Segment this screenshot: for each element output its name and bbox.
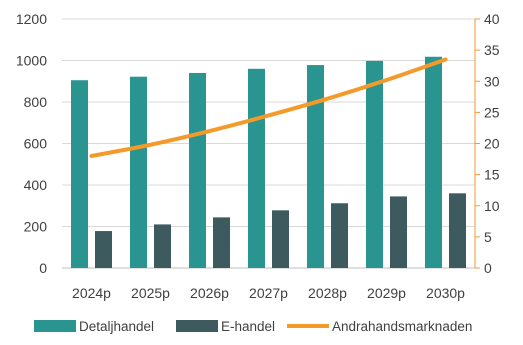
x-axis-tick-label: 2025p xyxy=(131,285,170,301)
legend-label: Detaljhandel xyxy=(79,319,154,334)
left-axis-tick-label: 600 xyxy=(24,136,48,152)
bar-detaljhandel xyxy=(71,80,88,269)
bar-e-handel xyxy=(272,210,289,268)
bar-e-handel xyxy=(449,193,466,268)
right-axis-tick-label: 30 xyxy=(484,73,500,89)
x-axis-tick-label: 2027p xyxy=(249,285,288,301)
left-axis-tick-label: 1200 xyxy=(16,11,47,27)
legend-swatch xyxy=(34,320,76,332)
left-axis-tick-label: 1000 xyxy=(16,53,47,69)
right-axis-tick-label: 20 xyxy=(484,136,500,152)
left-axis-tick-label: 0 xyxy=(39,260,47,276)
right-axis-tick-label: 15 xyxy=(484,167,500,183)
left-axis-tick-label: 400 xyxy=(24,177,48,193)
bar-detaljhandel xyxy=(366,60,383,268)
x-axis-tick-label: 2028p xyxy=(308,285,347,301)
legend-swatch xyxy=(176,320,218,332)
bar-e-handel xyxy=(154,224,171,268)
bar-e-handel xyxy=(213,217,230,268)
bar-e-handel xyxy=(390,196,407,268)
right-axis-tick-label: 0 xyxy=(484,260,492,276)
right-axis-tick-label: 40 xyxy=(484,11,500,27)
left-axis-tick-label: 200 xyxy=(24,219,48,235)
bar-e-handel xyxy=(95,231,112,268)
bar-e-handel xyxy=(331,203,348,268)
x-axis-tick-label: 2029p xyxy=(367,285,406,301)
right-axis-tick-label: 25 xyxy=(484,104,500,120)
bar-detaljhandel xyxy=(189,72,206,268)
x-axis-tick-label: 2030p xyxy=(426,285,465,301)
bar-detaljhandel xyxy=(307,65,324,268)
legend-label: E-handel xyxy=(221,319,275,334)
right-axis-tick-label: 35 xyxy=(484,42,500,58)
x-axis-tick-label: 2024p xyxy=(72,285,111,301)
right-axis-tick-label: 10 xyxy=(484,198,500,214)
x-axis-tick-label: 2026p xyxy=(190,285,229,301)
right-axis-tick-label: 5 xyxy=(484,229,492,245)
bar-detaljhandel xyxy=(248,68,265,268)
legend-label: Andrahandsmarknaden xyxy=(332,319,472,334)
bar-detaljhandel xyxy=(130,76,147,268)
bar-detaljhandel xyxy=(425,56,442,268)
line-andrahandsmarknaden xyxy=(89,57,448,158)
left-axis-tick-label: 800 xyxy=(24,94,48,110)
